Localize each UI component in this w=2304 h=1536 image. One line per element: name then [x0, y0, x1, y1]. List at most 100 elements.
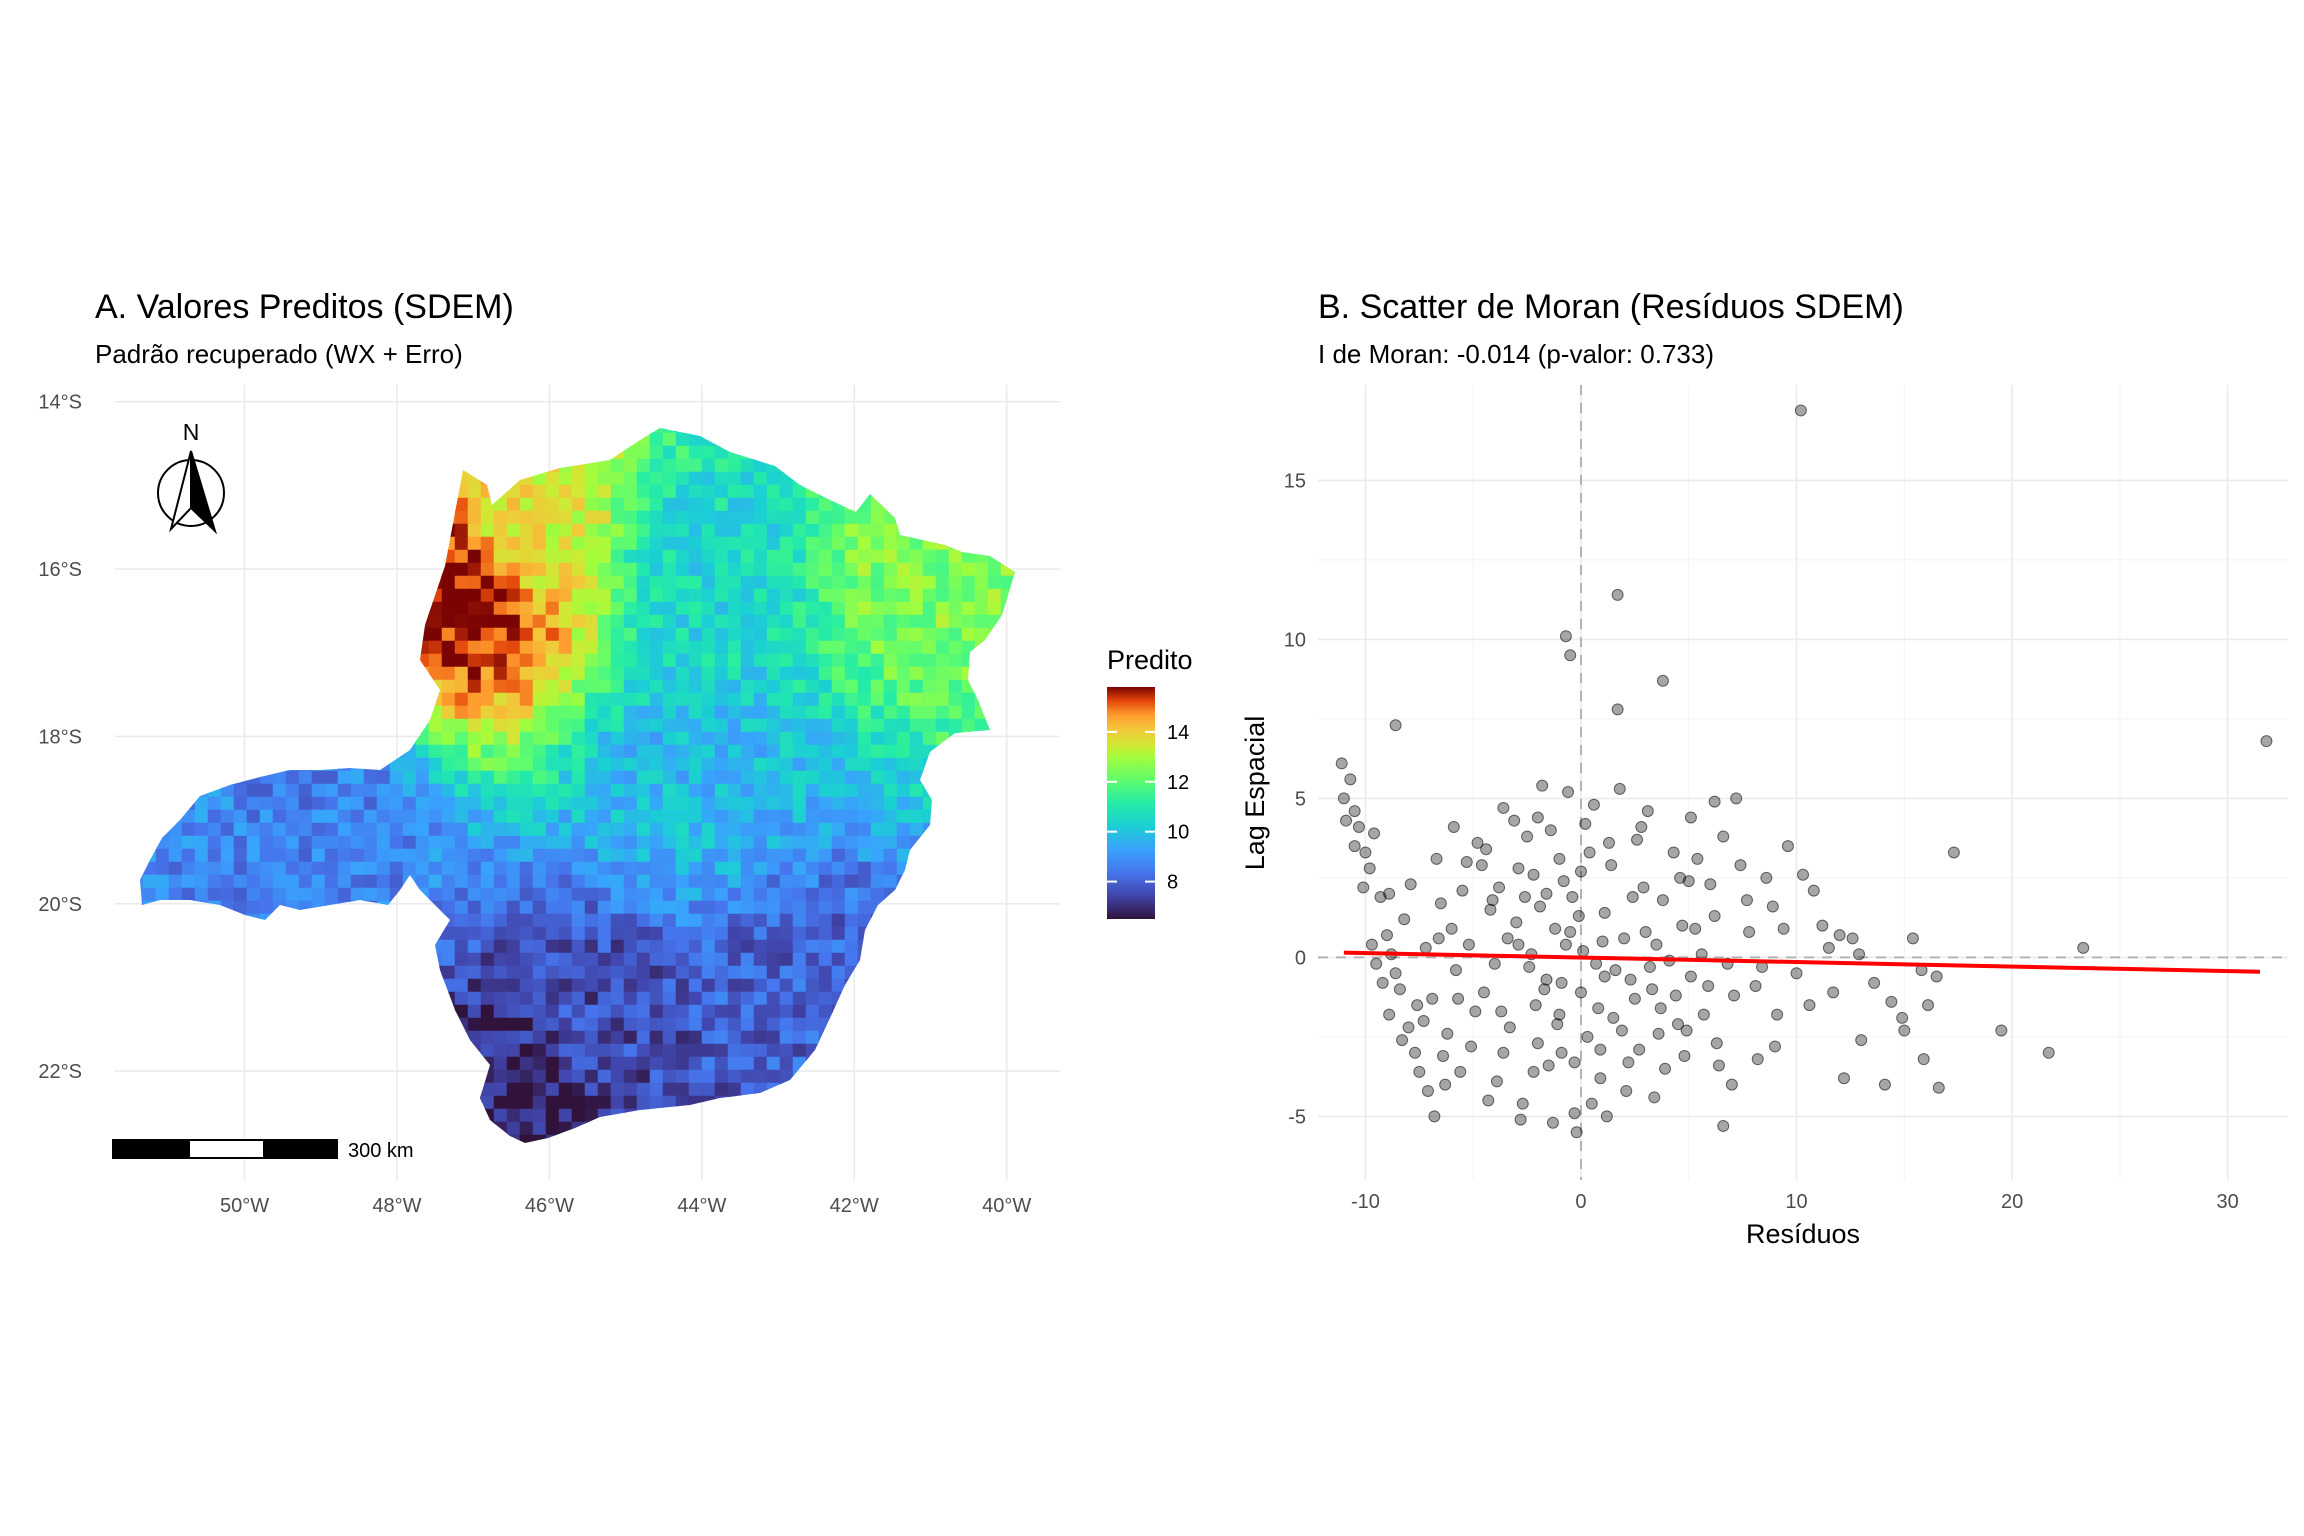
map-cell: [844, 1134, 860, 1143]
map-cell: [298, 952, 314, 968]
map-cell: [140, 952, 145, 968]
map-cell: [779, 887, 795, 903]
map-cell: [545, 536, 561, 552]
map-cell: [493, 484, 509, 500]
map-cell: [140, 861, 145, 877]
map-cell: [779, 731, 795, 747]
map-cell: [298, 1017, 314, 1033]
map-cell: [545, 497, 561, 513]
scale-bar-label: 300 km: [348, 1140, 414, 1162]
map-cell: [207, 926, 223, 942]
map-cell: [428, 1082, 444, 1098]
map-cell: [662, 627, 678, 643]
map-cell: [467, 640, 483, 656]
map-cell: [571, 809, 587, 825]
scatter-point: [1898, 1024, 1911, 1037]
map-cell: [987, 627, 1003, 643]
map-cell: [441, 523, 457, 539]
map-cell: [649, 562, 665, 578]
map-cell: [194, 705, 210, 721]
map-cell: [441, 770, 457, 786]
map-cell: [467, 1095, 483, 1111]
map-cell: [935, 861, 951, 877]
map-cell: [532, 848, 548, 864]
map-cell: [181, 744, 197, 760]
map-cell: [792, 484, 808, 500]
map-cell: [428, 913, 444, 929]
map-cell: [140, 627, 145, 643]
map-cell: [181, 1030, 197, 1046]
map-cell: [545, 939, 561, 955]
map-cell: [987, 666, 1003, 682]
map-cell: [181, 575, 197, 591]
map-cell: [883, 510, 899, 526]
map-cell: [662, 952, 678, 968]
map-cell: [610, 549, 626, 565]
map-cell: [441, 835, 457, 851]
map-cell: [181, 978, 197, 994]
map-cell: [636, 770, 652, 786]
map-cell: [844, 640, 860, 656]
map-cell: [649, 991, 665, 1007]
map-cell: [506, 1004, 522, 1020]
map-cell: [207, 445, 223, 461]
map-cell: [857, 913, 873, 929]
map-cell: [766, 978, 782, 994]
scatter-point: [1816, 919, 1829, 932]
map-cell: [324, 432, 340, 448]
map-cell: [272, 536, 288, 552]
map-cell: [506, 1108, 522, 1124]
map-cell: [311, 952, 327, 968]
scatter-point: [1710, 1037, 1723, 1050]
map-cell: [727, 445, 743, 461]
map-cell: [870, 718, 886, 734]
regression-line: [1343, 950, 2261, 974]
map-cell: [467, 900, 483, 916]
map-cell: [714, 718, 730, 734]
map-cell: [454, 874, 470, 890]
scatter-point: [1439, 1078, 1452, 1091]
map-cell: [974, 640, 990, 656]
map-cell: [935, 835, 951, 851]
map-cell: [870, 926, 886, 942]
map-cell: [753, 965, 769, 981]
map-cell: [285, 1043, 301, 1059]
map-cell: [363, 887, 379, 903]
map-cell: [662, 679, 678, 695]
map-cell: [363, 835, 379, 851]
map-cell: [727, 1004, 743, 1020]
map-cell: [545, 666, 561, 682]
map-cell: [987, 731, 1003, 747]
map-cell: [844, 952, 860, 968]
map-cell: [584, 484, 600, 500]
map-cell: [454, 428, 470, 435]
map-cell: [974, 1069, 990, 1085]
map-cell: [584, 614, 600, 630]
map-cell: [831, 874, 847, 890]
map-cell: [1000, 783, 1015, 799]
map-cell: [324, 731, 340, 747]
map-cell: [467, 965, 483, 981]
map-cell: [140, 705, 145, 721]
map-cell: [493, 822, 509, 838]
map-cell: [597, 926, 613, 942]
map-cell: [337, 510, 353, 526]
map-cell: [675, 692, 691, 708]
map-cell: [571, 887, 587, 903]
map-cell: [987, 809, 1003, 825]
map-cell: [1013, 588, 1015, 604]
map-cell: [571, 692, 587, 708]
map-cell: [545, 614, 561, 630]
map-cell: [337, 705, 353, 721]
scatter-point: [1603, 836, 1615, 849]
map-cell: [818, 1017, 834, 1033]
map-cell: [728, 1148, 742, 1162]
map-cell: [805, 1082, 821, 1098]
map-cell: [311, 822, 327, 838]
map-cell: [818, 471, 834, 487]
map-cell: [532, 822, 548, 838]
map-cell: [532, 991, 548, 1007]
map-cell: [272, 523, 288, 539]
map-cell: [649, 432, 665, 448]
map-cell: [831, 1043, 847, 1059]
